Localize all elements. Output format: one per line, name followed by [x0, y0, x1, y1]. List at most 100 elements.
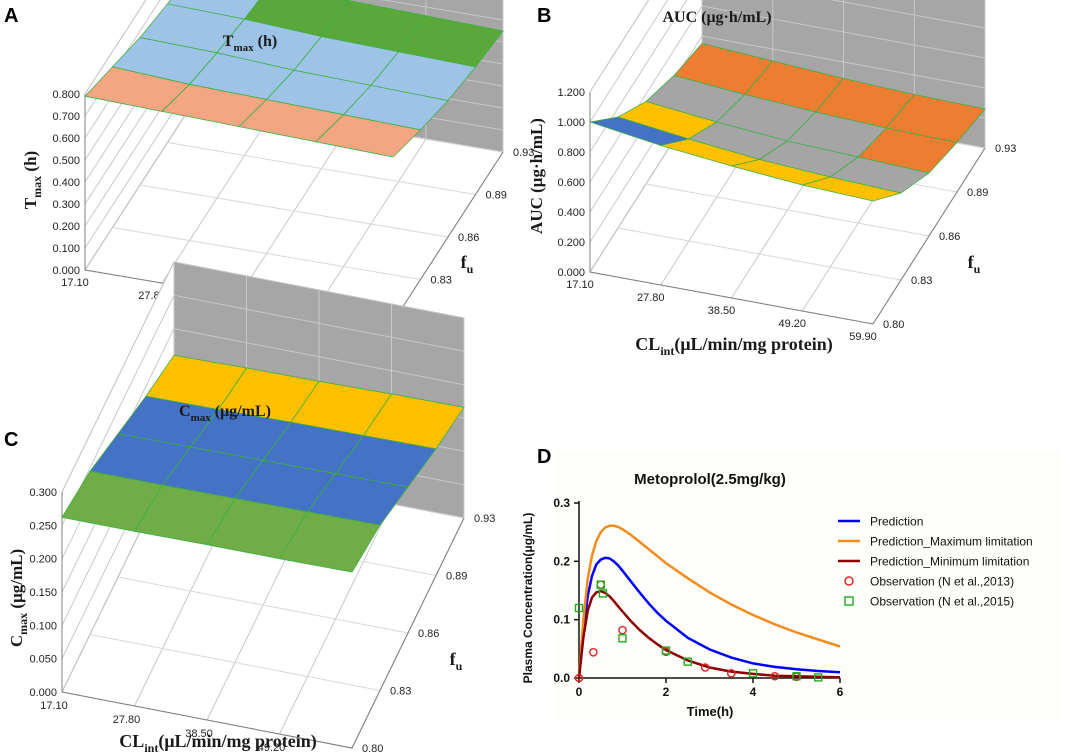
panel-d-y-tick-label: 0.2: [553, 554, 570, 568]
panel-a-z-label-unit: (h): [21, 151, 40, 176]
panel-d-observation-point: [574, 603, 584, 613]
panel-d-y-tick-label: 0.3: [553, 496, 570, 510]
panel-a-fu-axis-label: fu: [461, 252, 474, 276]
panel-b-z-tick-label: 1.200: [557, 87, 585, 99]
panel-c-fu-tick-label: 0.89: [446, 571, 467, 583]
panel-b-z-tick-label: 0.200: [557, 237, 585, 249]
panel-b-z-tick-label: 0.800: [557, 147, 585, 159]
panel-a-z-axis-label: Tmax (h): [21, 151, 44, 209]
panel-a-fu-tick-label: 0.93: [513, 147, 534, 159]
panel-a-fu-label-main: f: [461, 252, 468, 272]
panel-b-surface-cell: [802, 176, 902, 202]
panel-d-legend-swatch: [844, 576, 854, 586]
panel-a-z-tick-label: 0.300: [52, 199, 80, 211]
panel-b-z-label-main: AUC: [527, 197, 546, 234]
panel-c-fu-tick-label: 0.83: [390, 686, 411, 698]
panel-c-cl-label-main: CL: [119, 731, 144, 751]
panel-c-z-tick-label: 0.100: [29, 620, 57, 632]
panel-c-cl-axis-label: CLint(μL/min/mg protein): [119, 731, 316, 755]
panel-d-observation-point: [574, 673, 584, 683]
panel-a-title-main: T: [223, 33, 234, 50]
panel-b-fu-tick-label: 0.83: [911, 275, 932, 287]
panel-a-z-tick-label: 0.200: [52, 221, 80, 233]
panel-b-z-gridline: [589, 0, 650, 93]
panel-d-observation-point: [683, 657, 692, 666]
panel-c-surface-cell: [278, 511, 381, 573]
panel-a-z-gridline: [84, 0, 147, 95]
panel-d-series-line: [577, 524, 841, 679]
panel-b-z-tick-label: 0.400: [557, 207, 585, 219]
panel-b-cl-tick-label: 17.10: [566, 279, 594, 291]
panel-a-fu-tick-label: 0.83: [431, 275, 452, 287]
panel-c-cl-label-sub: int: [144, 741, 158, 755]
panel-b-fu-tick-label: 0.86: [939, 231, 960, 243]
panel-d-observation-point: [618, 634, 627, 643]
panel-c-fu-tick-label: 0.93: [474, 513, 495, 525]
panel-c-z-label-main: C: [7, 635, 26, 647]
panel-d-y-tick-label: 0.0: [553, 671, 570, 685]
panel-c-title-unit: (μg/mL): [211, 403, 271, 420]
panel-c-z-tick-label: 0.150: [29, 587, 57, 599]
panel-a-z-tick-label: 0.100: [52, 243, 80, 255]
panel-b-z-tick-label: 0.600: [557, 177, 585, 189]
panel-c-surface-chart: 0.000 0.050 0.100 0.150 0.200 0.250 0.300 17.10…: [7, 261, 495, 755]
panel-c-title-main: C: [179, 403, 191, 420]
panel-b-cl-tick-label: 49.20: [778, 318, 806, 330]
panel-d-title: Metoprolol(2.5mg/kg): [634, 471, 786, 488]
panel-a-fu-label-sub: u: [467, 262, 474, 276]
panel-d-x-tick-label: 6: [837, 685, 844, 699]
panel-c-axis-line: [61, 517, 465, 749]
panel-b-title-main: AUC: [662, 9, 697, 26]
panel-a-z-tick-label: 0.000: [52, 265, 80, 277]
panel-a-title-sub: max: [233, 42, 254, 54]
panel-a-y-gridline: [167, 142, 476, 195]
panel-a-z-tick-label: 0.700: [52, 111, 80, 123]
panel-b-cl-tick-label: 38.50: [708, 305, 736, 317]
panel-d-observation-point: [618, 625, 627, 635]
panel-b-z-tick-label: 0.000: [557, 267, 585, 279]
panel-d-legend-label: Prediction: [870, 515, 923, 529]
panel-d-legend-label: Prediction_Maximum limitation: [870, 535, 1033, 549]
panel-b-fu-tick-label: 0.80: [883, 319, 904, 331]
panel-c-fu-label-sub: u: [456, 659, 463, 673]
panel-d-x-tick-label: 0: [576, 685, 583, 699]
panel-c-cl-tick-label: 27.80: [113, 714, 141, 726]
panel-c-z-label-sub: max: [16, 613, 30, 635]
panel-d-x-axis-label: Time(h): [687, 704, 734, 719]
panel-d-y-tick-label: 0.1: [553, 613, 570, 627]
panel-d-observation-point: [598, 589, 608, 598]
panel-b-z-gridline: [589, 0, 669, 123]
panel-d-observation-point: [748, 669, 758, 678]
panel-a-z-tick-label: 0.600: [52, 133, 80, 145]
panel-c-title: Cmax (μg/mL): [179, 403, 271, 424]
panel-b-z-tick-label: 1.000: [557, 117, 585, 129]
panel-d-x-tick-label: 2: [663, 685, 670, 699]
panel-c-cl-tick-label: 17.10: [40, 700, 68, 712]
panel-d-legend-label: Prediction_Minimum limitation: [870, 555, 1029, 569]
panel-c-z-tick-label: 0.300: [29, 487, 57, 499]
panel-b-fu-axis-label: fu: [968, 252, 981, 276]
panel-b-title: AUC (μg·h/mL): [662, 9, 771, 26]
panel-d-series-line: [577, 556, 841, 679]
panel-a-surface-chart: 0.000 0.100 0.200 0.300 0.400 0.500 0.600 0.700…: [21, 0, 534, 360]
panel-c-z-tick-label: 0.050: [29, 654, 57, 666]
panel-a-title: Tmax (h): [223, 33, 277, 54]
panel-a-z-tick-label: 0.800: [52, 89, 80, 101]
panel-a-y-gridline: [139, 184, 449, 238]
panel-d-observation-point: [661, 646, 671, 655]
panel-c-cl-tick-label: 49.20: [258, 742, 286, 754]
panel-c-title-sub: max: [191, 412, 212, 424]
panel-b-surface-chart: 0.000 0.200 0.400 0.600 0.800 1.000 1.200 17.10…: [527, 0, 1016, 358]
panel-c-cl-tick-label: 38.50: [185, 728, 213, 740]
panel-a-z-label-main: T: [21, 197, 40, 209]
panel-a-z-tick-label: 0.500: [52, 155, 80, 167]
panel-d-legend-label: Observation (N et al.,2015): [870, 595, 1014, 609]
panel-b-cl-label-sub: int: [660, 344, 674, 358]
panel-a-surface-cell: [315, 114, 422, 158]
panel-c-fu-tick-label: 0.80: [362, 743, 383, 755]
panel-b-fu-label-main: f: [968, 252, 975, 272]
panel-a-z-tick-label: 0.400: [52, 177, 80, 189]
panel-d-observation-point: [814, 673, 823, 682]
panel-b-fu-tick-label: 0.93: [995, 143, 1016, 155]
